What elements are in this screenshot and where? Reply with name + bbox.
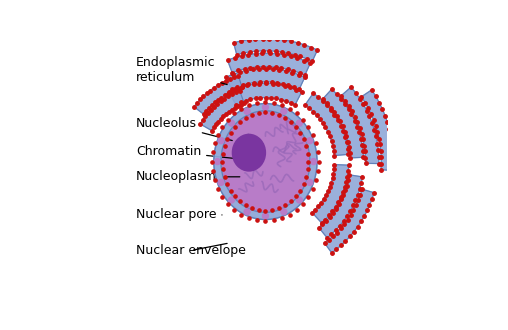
Ellipse shape bbox=[232, 134, 266, 171]
Circle shape bbox=[296, 120, 302, 126]
Circle shape bbox=[307, 180, 313, 185]
Circle shape bbox=[218, 138, 224, 144]
Circle shape bbox=[214, 159, 220, 165]
Text: Chromatin: Chromatin bbox=[136, 145, 237, 159]
Circle shape bbox=[229, 120, 235, 126]
Polygon shape bbox=[226, 69, 305, 89]
Text: Nuclear envelope: Nuclear envelope bbox=[136, 244, 246, 257]
Circle shape bbox=[281, 209, 287, 215]
Polygon shape bbox=[341, 87, 379, 164]
Circle shape bbox=[263, 213, 268, 219]
Text: Nucleoplasm: Nucleoplasm bbox=[136, 170, 240, 183]
Circle shape bbox=[296, 197, 302, 203]
Polygon shape bbox=[325, 189, 374, 253]
Circle shape bbox=[244, 108, 250, 114]
Circle shape bbox=[229, 197, 235, 203]
Text: Nucleolus: Nucleolus bbox=[136, 117, 232, 141]
Circle shape bbox=[281, 108, 287, 114]
Polygon shape bbox=[362, 90, 394, 171]
Polygon shape bbox=[228, 53, 310, 75]
Polygon shape bbox=[194, 76, 242, 114]
Polygon shape bbox=[229, 83, 302, 105]
Circle shape bbox=[310, 159, 316, 165]
Circle shape bbox=[244, 209, 250, 215]
Polygon shape bbox=[323, 89, 363, 158]
Ellipse shape bbox=[221, 111, 310, 213]
Circle shape bbox=[218, 180, 224, 185]
Text: Nuclear pore: Nuclear pore bbox=[136, 209, 222, 221]
Polygon shape bbox=[214, 104, 317, 219]
Text: Endoplasmic
reticulum: Endoplasmic reticulum bbox=[136, 56, 227, 84]
Polygon shape bbox=[319, 175, 362, 238]
Polygon shape bbox=[234, 39, 318, 61]
Circle shape bbox=[307, 138, 313, 144]
Polygon shape bbox=[200, 91, 244, 131]
Circle shape bbox=[263, 104, 268, 110]
Polygon shape bbox=[312, 165, 348, 223]
Polygon shape bbox=[305, 93, 348, 155]
